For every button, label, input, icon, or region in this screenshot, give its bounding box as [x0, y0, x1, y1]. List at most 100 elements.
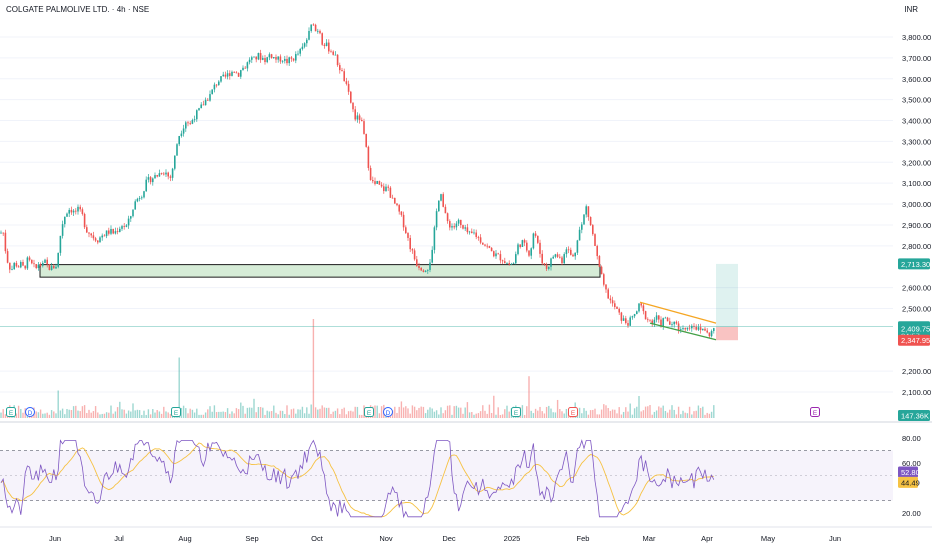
volume-bar: [642, 410, 645, 418]
candle-body: [193, 119, 196, 121]
volume-bar: [545, 406, 548, 418]
candle-body: [537, 235, 539, 243]
volume-bar: [264, 414, 266, 418]
volume-bar: [457, 407, 460, 418]
volume-bar: [455, 405, 458, 418]
volume-bar: [706, 412, 708, 418]
candle-body: [594, 234, 596, 247]
volume-bar: [534, 408, 537, 418]
volume-bar: [61, 408, 64, 418]
event-marker[interactable]: E: [171, 407, 181, 418]
candle-body: [149, 177, 152, 183]
volume-bar: [695, 410, 697, 418]
dividend-icon: [383, 407, 393, 417]
volume-bar: [59, 410, 62, 418]
candle-body: [563, 254, 565, 264]
candle-body: [440, 194, 442, 201]
rsi-tick-label: 60.00: [902, 459, 921, 468]
event-marker[interactable]: D: [383, 407, 393, 418]
candle-body: [644, 311, 647, 320]
event-marker[interactable]: E: [6, 407, 16, 418]
volume-bar: [607, 408, 609, 418]
volume-bar: [200, 414, 202, 418]
candle-body: [28, 257, 31, 260]
volume-bar: [81, 406, 84, 418]
candle-body: [431, 249, 433, 263]
volume-bar: [442, 413, 444, 418]
candle-body: [57, 252, 59, 267]
candle-body: [528, 250, 530, 256]
volume-bar: [37, 412, 40, 418]
demand-zone[interactable]: [39, 264, 601, 278]
candle-body: [662, 318, 664, 327]
event-marker[interactable]: E: [810, 407, 820, 418]
candle-body: [299, 48, 301, 54]
candle-body: [209, 94, 211, 101]
volume-bar: [321, 405, 323, 418]
candle-body: [160, 173, 163, 174]
candle-body: [471, 231, 473, 234]
time-tick-label: Aug: [178, 534, 191, 543]
volume-bar: [563, 413, 565, 418]
candle-body: [127, 218, 130, 226]
price-tick-label: 3,000.00: [902, 200, 931, 209]
event-label: E: [9, 410, 14, 417]
volume-bar: [163, 406, 165, 418]
volume-bar: [114, 411, 117, 418]
volume-bar: [653, 411, 656, 418]
candle-body: [350, 91, 352, 103]
candle-body: [259, 53, 262, 60]
volume-bar: [284, 414, 286, 418]
volume-bar: [253, 398, 255, 418]
volume-bar: [341, 408, 343, 418]
volume-bar: [636, 406, 638, 418]
candle-body: [369, 167, 372, 180]
event-marker[interactable]: E: [568, 407, 578, 418]
candle-body: [405, 227, 407, 234]
event-marker[interactable]: E: [364, 407, 374, 418]
candle-body: [633, 314, 636, 317]
volume-bar: [255, 412, 257, 418]
volume-bar: [702, 406, 704, 418]
volume-bar: [638, 396, 640, 418]
candle-body: [592, 225, 594, 235]
candle-body: [284, 58, 286, 61]
position-box[interactable]: [0, 263, 893, 341]
candle-body: [603, 274, 605, 285]
volume-bar: [416, 410, 418, 418]
candle-body: [251, 57, 253, 60]
volume-bar: [185, 408, 187, 418]
candle-body: [295, 54, 297, 61]
candle-body: [97, 240, 99, 243]
candle-body: [361, 119, 363, 122]
candle-body: [352, 102, 354, 110]
volume-bar: [22, 412, 24, 418]
trend-channel[interactable]: [639, 301, 717, 341]
candle-body: [358, 115, 361, 120]
channel-upper-line: [639, 301, 717, 324]
volume-bar: [629, 403, 631, 418]
event-label: D: [28, 410, 33, 417]
candle-body: [103, 235, 106, 237]
candle-body: [163, 173, 165, 175]
volume-bar: [66, 408, 68, 418]
price-tick-label: 2,600.00: [902, 284, 931, 293]
volume-bar: [112, 413, 114, 418]
volume-bar: [147, 409, 150, 418]
volume-bar: [468, 412, 471, 418]
candle-body: [378, 180, 381, 185]
candle-body: [35, 264, 37, 268]
candle-body: [46, 259, 48, 265]
volume-bar: [631, 414, 634, 418]
volume-bar: [598, 414, 601, 418]
candle-body: [119, 228, 121, 232]
candle-body: [453, 226, 455, 228]
event-marker[interactable]: D: [25, 407, 35, 418]
volume-bar: [347, 411, 350, 418]
volume-bar: [473, 414, 475, 418]
volume-bar: [295, 413, 297, 418]
event-marker[interactable]: E: [511, 407, 521, 418]
candle-body: [2, 232, 4, 234]
